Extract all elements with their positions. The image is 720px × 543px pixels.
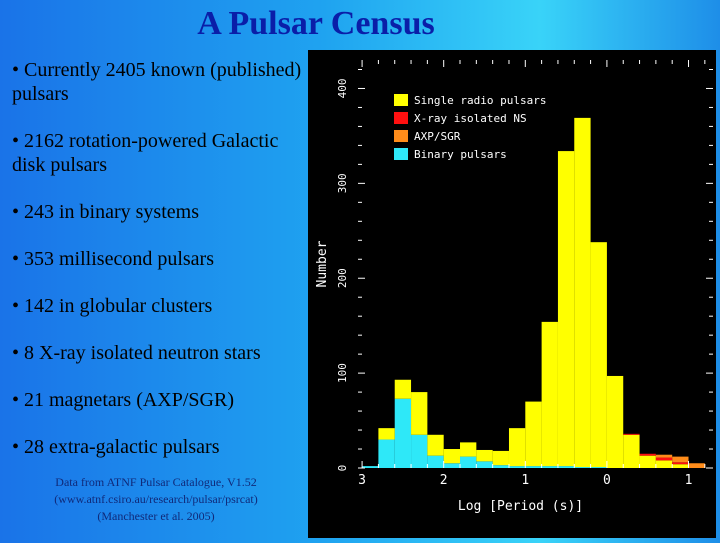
histogram-bar xyxy=(541,466,558,468)
histogram-bar xyxy=(590,467,607,468)
y-tick-label: 100 xyxy=(336,363,349,383)
legend-label: AXP/SGR xyxy=(414,130,461,143)
y-tick-label: 200 xyxy=(336,268,349,288)
bullet-item: • 243 in binary systems xyxy=(12,201,199,223)
histogram-bar xyxy=(378,428,395,440)
histogram-bar xyxy=(655,454,673,458)
x-axis-title: Log [Period (s)] xyxy=(458,499,583,514)
legend-swatch xyxy=(394,112,408,124)
bullet-item: • 21 magnetars (AXP/SGR) xyxy=(12,389,234,411)
bullet-item: • 142 in globular clusters xyxy=(12,295,213,317)
histogram-bar xyxy=(672,462,689,465)
histogram-bar xyxy=(623,434,640,468)
histogram-bar xyxy=(394,379,412,399)
histogram-bar xyxy=(557,466,575,468)
histogram-bar xyxy=(394,398,412,468)
histogram-bar xyxy=(443,463,461,468)
slide-title: A Pulsar Census xyxy=(197,5,435,42)
bullet-list: • Currently 2405 known (published) pulsa… xyxy=(12,58,304,482)
histogram-bar xyxy=(672,464,689,468)
histogram-bar xyxy=(557,151,575,467)
histogram-bar xyxy=(476,449,493,462)
legend-label: Single radio pulsars xyxy=(414,94,546,107)
x-tick-label: 1 xyxy=(685,473,693,488)
histogram-bar xyxy=(460,456,477,468)
x-tick-label: 0 xyxy=(603,473,611,488)
legend-swatch xyxy=(394,148,408,160)
histogram-bar xyxy=(655,460,673,468)
y-tick-label: 400 xyxy=(336,79,349,99)
histogram-bar xyxy=(378,439,395,468)
legend-label: X-ray isolated NS xyxy=(414,112,527,125)
histogram-bar xyxy=(411,434,428,468)
y-tick-label: 300 xyxy=(336,173,349,193)
histogram-bar xyxy=(672,456,689,463)
legend-swatch xyxy=(394,130,408,142)
histogram-bar xyxy=(590,242,607,468)
histogram-bar xyxy=(443,449,461,464)
source-line: (www.atnf.csiro.au/research/pulsar/psrca… xyxy=(54,492,258,506)
histogram-bar xyxy=(525,466,542,468)
bullet-item: • 28 extra-galactic pulsars xyxy=(12,436,220,458)
x-tick-label: 1 xyxy=(521,473,529,488)
source-line: (Manchester et al. 2005) xyxy=(97,509,215,523)
histogram-bar xyxy=(460,442,477,457)
bullet-item: • Currently 2405 known (published) pulsa… xyxy=(12,59,302,105)
y-tick-label: 0 xyxy=(336,465,349,472)
histogram-bar xyxy=(492,465,509,468)
histogram-bar xyxy=(623,433,640,435)
bullet-item: • 353 millisecond pulsars xyxy=(12,248,214,270)
histogram-bar xyxy=(362,466,379,468)
histogram-bar xyxy=(639,453,656,456)
histogram-bar xyxy=(688,463,705,468)
histogram-panel: 3 2 1 0 1 0 100 200 300 400 Log [Period (s)] Number… xyxy=(308,50,716,538)
x-tick-label: 3 xyxy=(358,473,366,488)
histogram-bar xyxy=(492,450,509,466)
histogram-bar xyxy=(639,455,656,468)
histogram-bar xyxy=(525,401,542,467)
histogram-bar xyxy=(508,466,526,468)
period-histogram: 3 2 1 0 1 0 100 200 300 400 Log [Period (s)] Number… xyxy=(315,60,713,514)
legend-swatch xyxy=(394,94,408,106)
histogram-bar xyxy=(655,457,673,461)
histogram-bar xyxy=(606,375,624,468)
source-line: Data from ATNF Pulsar Catalogue, V1.52 xyxy=(55,475,257,489)
bullet-item: • 2162 rotation-powered Galactic disk pu… xyxy=(12,130,279,176)
x-tick-label: 2 xyxy=(440,473,448,488)
histogram-bar xyxy=(427,455,444,468)
histogram-bar xyxy=(541,321,558,467)
histogram-bar xyxy=(574,117,591,468)
y-axis-title: Number xyxy=(315,240,330,287)
bullet-item: • 8 X-ray isolated neutron stars xyxy=(12,342,261,364)
histogram-bar xyxy=(574,467,591,468)
legend-label: Binary pulsars xyxy=(414,148,507,161)
data-source-note: Data from ATNF Pulsar Catalogue, V1.52 (… xyxy=(6,474,306,525)
histogram-bar xyxy=(427,434,444,456)
histogram-bar xyxy=(508,428,526,467)
histogram-bar xyxy=(411,392,428,435)
histogram-bar xyxy=(476,461,493,468)
